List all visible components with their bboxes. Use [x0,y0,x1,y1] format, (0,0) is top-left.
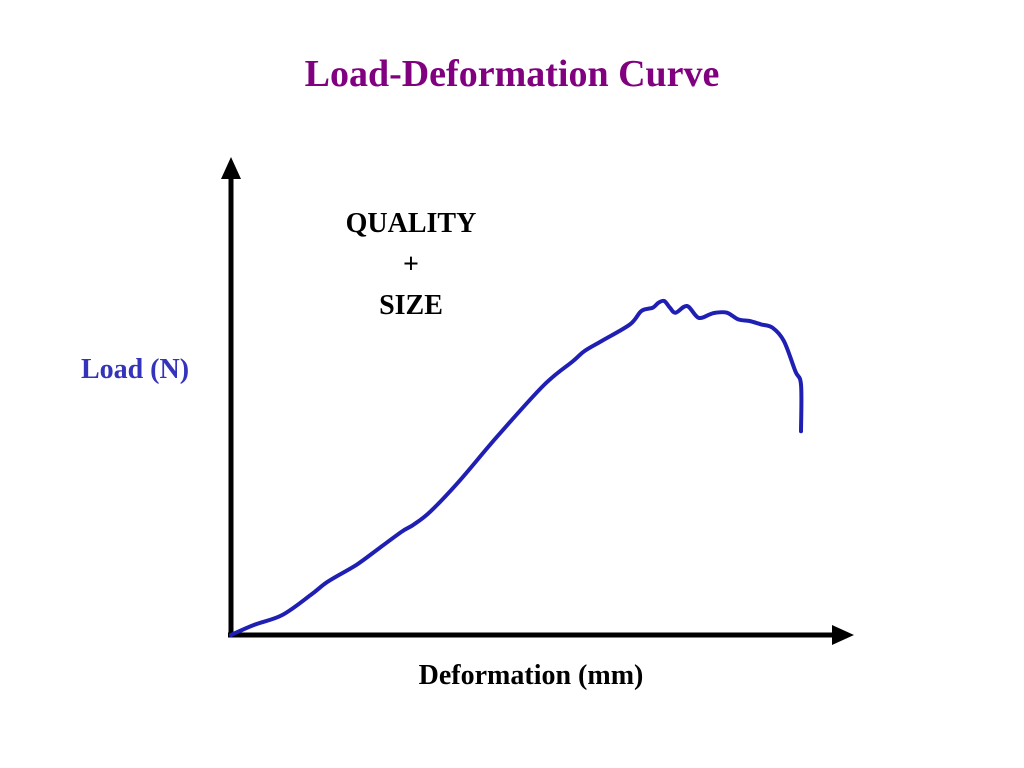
curve-annotation: QUALITY + SIZE [311,203,511,326]
y-axis-label: Load (N) [80,354,190,385]
x-axis-label: Deformation (mm) [418,660,644,691]
series-layer [229,298,804,637]
annotation-line-2: + [403,249,419,280]
load-deformation-curve [229,298,804,637]
slide-title: Load-Deformation Curve [304,53,720,95]
y-axis [221,157,241,635]
annotation-line-1: QUALITY [345,208,477,239]
y-axis-arrowhead [221,157,241,179]
x-axis [228,625,854,645]
annotation-line-3: SIZE [379,290,443,321]
x-axis-arrowhead [832,625,854,645]
